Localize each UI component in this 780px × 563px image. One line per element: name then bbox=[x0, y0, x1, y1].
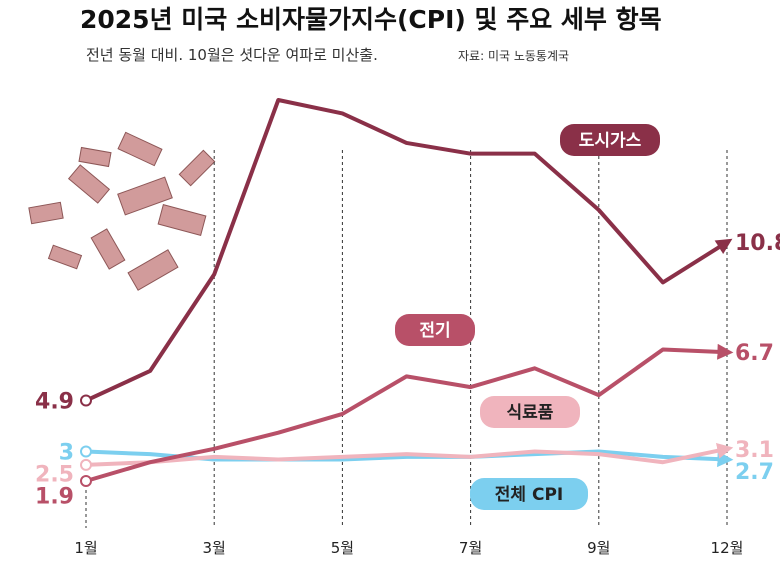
x-tick-label: 1월 bbox=[74, 539, 97, 557]
start-point bbox=[80, 458, 92, 471]
legend-label: 식료품 bbox=[507, 403, 554, 423]
value-label: 10.8 bbox=[735, 231, 780, 256]
start-point bbox=[80, 445, 92, 458]
legend-label: 전체 CPI bbox=[495, 485, 563, 505]
legend-box bbox=[560, 124, 660, 156]
value-label: 6.7 bbox=[735, 341, 774, 366]
start-point bbox=[80, 394, 92, 407]
x-tick-label: 3월 bbox=[203, 539, 226, 557]
legend-box bbox=[470, 478, 588, 510]
source: 자료: 미국 노동통계국 bbox=[458, 49, 569, 63]
series-line bbox=[85, 442, 734, 467]
x-tick-label: 9월 bbox=[587, 539, 610, 557]
chart-title: 2025년 미국 소비자물가지수(CPI) 및 주요 세부 항목 bbox=[80, 5, 662, 34]
value-label: 4.9 bbox=[35, 390, 74, 415]
legend-box bbox=[480, 396, 580, 428]
value-label: 3 bbox=[59, 440, 74, 465]
value-label: 1.9 bbox=[35, 484, 74, 509]
legend-box bbox=[395, 314, 475, 346]
money-illustration bbox=[28, 131, 216, 291]
x-tick-label: 12월 bbox=[711, 539, 744, 557]
legend-label: 전기 bbox=[419, 321, 450, 341]
series-line bbox=[85, 343, 734, 483]
x-tick-label: 5월 bbox=[331, 539, 354, 557]
value-label: 3.1 bbox=[735, 438, 774, 463]
x-tick-label: 7월 bbox=[459, 539, 482, 557]
series-line bbox=[85, 98, 733, 403]
chart-subtitle: 전년 동월 대비. 10월은 셧다운 여파로 미산출. bbox=[86, 46, 378, 64]
start-point bbox=[80, 475, 92, 487]
value-label: 2.5 bbox=[35, 462, 74, 487]
value-label: 2.7 bbox=[735, 460, 774, 485]
legend-label: 도시가스 bbox=[579, 131, 642, 151]
